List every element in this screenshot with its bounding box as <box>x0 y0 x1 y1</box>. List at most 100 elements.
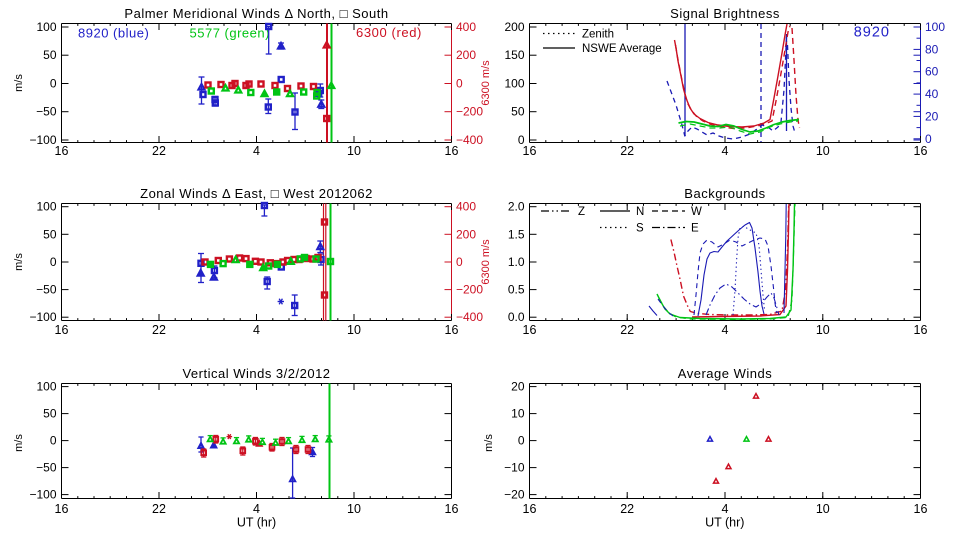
svg-text:−10: −10 <box>504 461 525 475</box>
svg-text:100: 100 <box>36 380 56 394</box>
svg-text:10: 10 <box>347 502 361 516</box>
svg-text:4: 4 <box>253 323 260 337</box>
svg-text:m/s: m/s <box>13 74 25 92</box>
svg-text:22: 22 <box>152 323 166 337</box>
svg-text:m/s: m/s <box>13 253 25 271</box>
svg-text:200: 200 <box>456 227 476 241</box>
svg-text:10: 10 <box>347 144 361 158</box>
svg-text:16: 16 <box>914 144 928 158</box>
svg-text:E: E <box>691 223 699 235</box>
svg-text:16: 16 <box>914 323 928 337</box>
svg-text:200: 200 <box>456 48 476 62</box>
svg-text:50: 50 <box>43 227 57 241</box>
svg-text:−50: −50 <box>36 283 57 297</box>
svg-text:16: 16 <box>55 502 69 516</box>
svg-text:40: 40 <box>925 87 939 101</box>
svg-text:10: 10 <box>816 144 830 158</box>
svg-text:4: 4 <box>722 144 729 158</box>
svg-text:−20: −20 <box>504 488 525 502</box>
svg-text:16: 16 <box>523 323 537 337</box>
svg-text:4: 4 <box>722 323 729 337</box>
svg-text:2.0: 2.0 <box>508 200 525 214</box>
svg-text:10: 10 <box>816 323 830 337</box>
svg-text:100: 100 <box>36 200 56 214</box>
svg-text:4: 4 <box>722 502 729 516</box>
svg-text:100: 100 <box>36 20 56 34</box>
svg-text:4: 4 <box>253 502 260 516</box>
svg-text:−200: −200 <box>456 105 483 119</box>
svg-text:100: 100 <box>504 77 524 91</box>
svg-text:m/s: m/s <box>13 434 25 452</box>
svg-text:0: 0 <box>456 77 463 91</box>
svg-text:N: N <box>636 206 644 218</box>
svg-text:200: 200 <box>504 20 524 34</box>
svg-text:−400: −400 <box>456 133 483 147</box>
svg-text:20: 20 <box>511 380 525 394</box>
svg-text:50: 50 <box>511 105 525 119</box>
svg-text:150: 150 <box>504 48 524 62</box>
svg-text:1.0: 1.0 <box>508 255 525 269</box>
svg-text:0: 0 <box>925 132 932 146</box>
svg-text:−100: −100 <box>29 310 56 324</box>
svg-text:5577 (green): 5577 (green) <box>190 26 270 41</box>
svg-text:UT (hr): UT (hr) <box>237 516 276 530</box>
svg-text:Average Winds: Average Winds <box>678 366 772 381</box>
svg-text:80: 80 <box>925 42 939 56</box>
svg-text:22: 22 <box>152 502 166 516</box>
svg-text:50: 50 <box>43 407 57 421</box>
svg-text:50: 50 <box>43 48 57 62</box>
svg-text:0: 0 <box>456 255 463 269</box>
svg-text:Zonal Winds Δ East, □ West 201: Zonal Winds Δ East, □ West 2012062 <box>140 186 373 201</box>
svg-text:22: 22 <box>620 502 634 516</box>
svg-text:16: 16 <box>445 323 459 337</box>
svg-text:6300 m/s: 6300 m/s <box>480 60 492 106</box>
svg-text:0: 0 <box>50 77 57 91</box>
svg-text:−100: −100 <box>29 133 56 147</box>
svg-text:22: 22 <box>152 144 166 158</box>
svg-text:0: 0 <box>50 434 57 448</box>
svg-text:400: 400 <box>456 200 476 214</box>
svg-text:Z: Z <box>578 206 585 218</box>
svg-text:0.5: 0.5 <box>508 283 525 297</box>
svg-text:16: 16 <box>55 144 69 158</box>
svg-text:10: 10 <box>347 323 361 337</box>
svg-text:0: 0 <box>518 133 525 147</box>
svg-text:0.0: 0.0 <box>508 310 525 324</box>
svg-text:16: 16 <box>914 502 928 516</box>
svg-text:−50: −50 <box>36 461 57 475</box>
svg-text:−200: −200 <box>456 283 483 297</box>
svg-text:8920 (blue): 8920 (blue) <box>78 26 149 41</box>
svg-text:0: 0 <box>50 255 57 269</box>
svg-text:10: 10 <box>816 502 830 516</box>
svg-text:−100: −100 <box>29 488 56 502</box>
svg-text:22: 22 <box>620 144 634 158</box>
svg-text:20: 20 <box>925 109 939 123</box>
svg-text:Backgrounds: Backgrounds <box>684 186 765 201</box>
svg-text:Zenith: Zenith <box>582 29 614 41</box>
svg-text:1.5: 1.5 <box>508 227 525 241</box>
svg-text:Signal Brightness: Signal Brightness <box>670 6 780 21</box>
svg-text:16: 16 <box>445 502 459 516</box>
svg-text:m/s: m/s <box>483 434 495 452</box>
svg-text:Palmer Meridional Winds Δ Nort: Palmer Meridional Winds Δ North, □ South <box>124 6 388 21</box>
svg-text:4: 4 <box>253 144 260 158</box>
svg-text:Vertical Winds 3/2/2012: Vertical Winds 3/2/2012 <box>182 366 330 381</box>
svg-text:400: 400 <box>456 20 476 34</box>
svg-text:10: 10 <box>511 407 525 421</box>
svg-text:22: 22 <box>620 323 634 337</box>
svg-text:6300 m/s: 6300 m/s <box>480 239 492 285</box>
svg-text:−50: −50 <box>36 105 57 119</box>
svg-text:16: 16 <box>55 323 69 337</box>
svg-text:16: 16 <box>523 502 537 516</box>
svg-text:−400: −400 <box>456 310 483 324</box>
svg-text:16: 16 <box>523 144 537 158</box>
svg-text:8920: 8920 <box>854 25 890 41</box>
svg-text:NSWE Average: NSWE Average <box>582 43 662 55</box>
svg-text:16: 16 <box>445 144 459 158</box>
svg-text:0: 0 <box>518 434 525 448</box>
svg-text:100: 100 <box>925 20 945 34</box>
svg-text:S: S <box>636 223 644 235</box>
svg-text:60: 60 <box>925 65 939 79</box>
svg-text:W: W <box>691 206 702 218</box>
svg-text:UT (hr): UT (hr) <box>705 516 744 530</box>
